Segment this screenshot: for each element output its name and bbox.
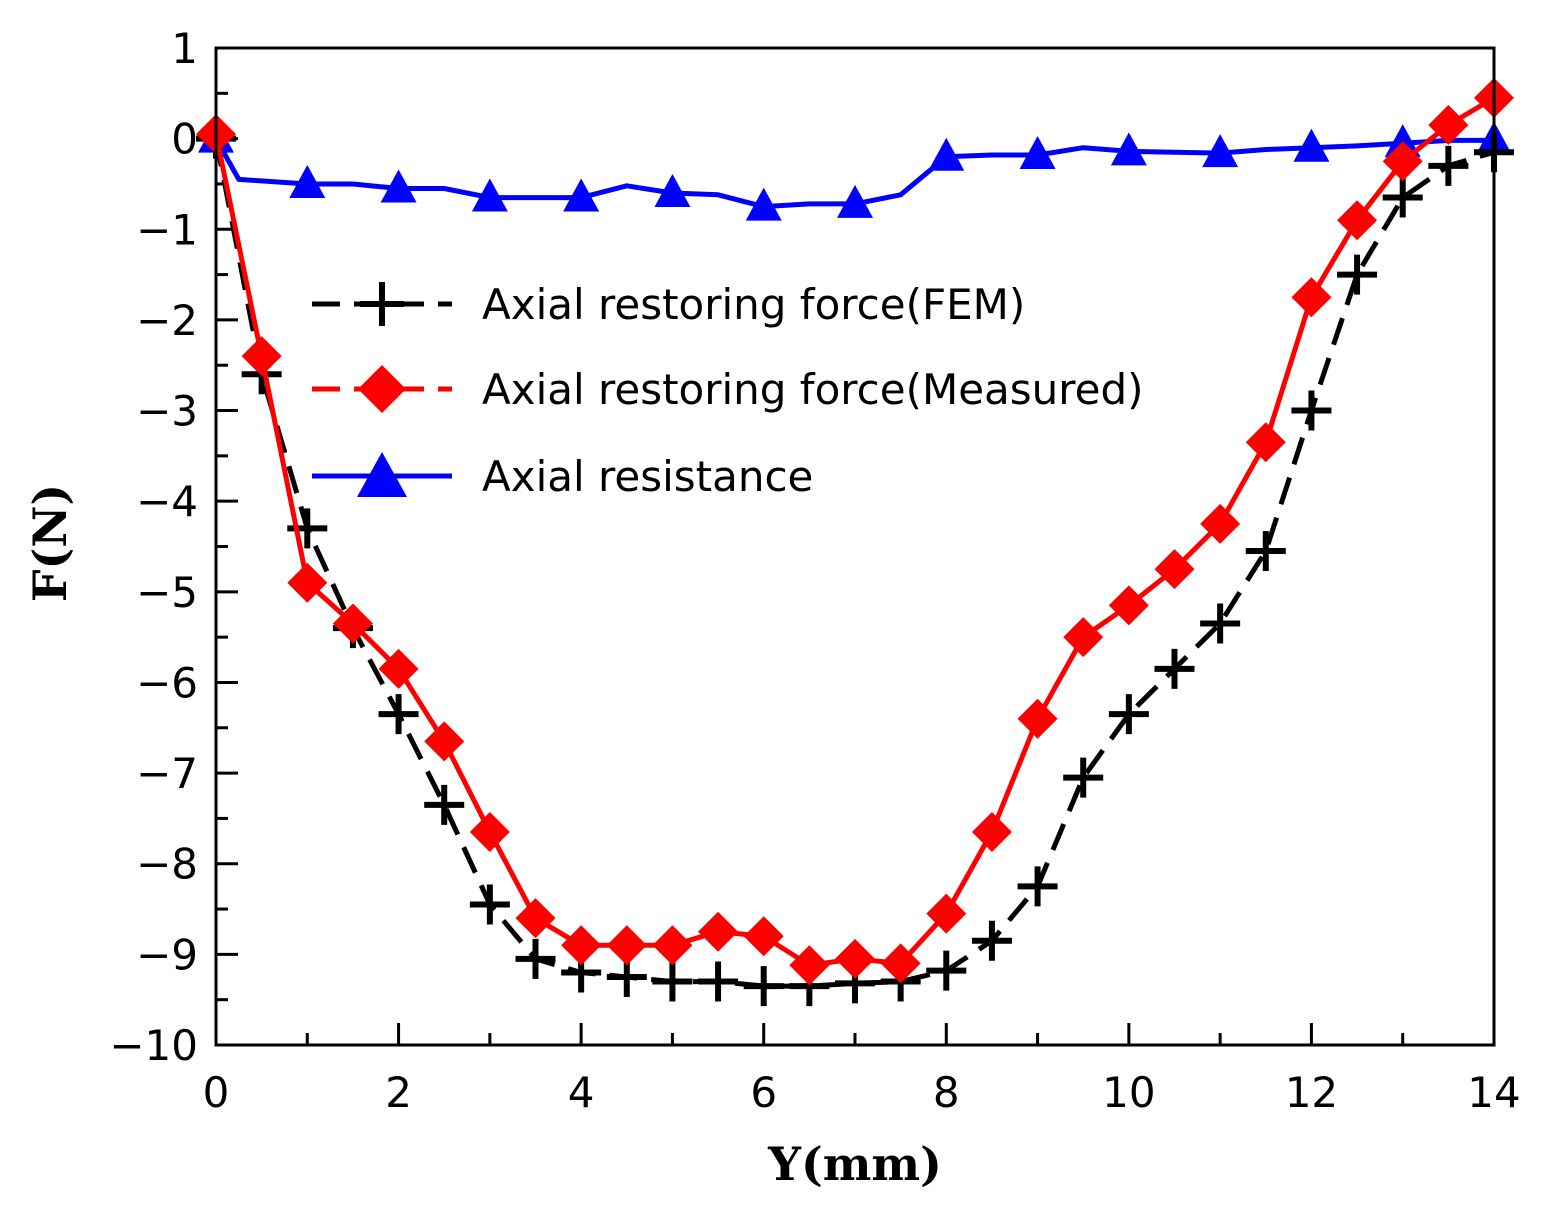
series-triangle xyxy=(198,120,1512,221)
data-point-diamond xyxy=(744,916,784,956)
data-point-plus xyxy=(516,939,556,979)
data-point-diamond xyxy=(835,939,875,979)
y-tick-label: 1 xyxy=(171,24,198,73)
y-tick-label: 0 xyxy=(171,115,198,164)
series-layer xyxy=(196,78,1514,1006)
x-tick-label: 6 xyxy=(750,1068,777,1117)
data-point-diamond xyxy=(561,925,601,965)
data-point-diamond xyxy=(698,912,738,952)
legend-entry-fem: Axial restoring force(FEM) xyxy=(312,280,1025,329)
legend-entry-resistance: Axial resistance xyxy=(312,452,813,501)
x-tick-label: 10 xyxy=(1102,1068,1155,1117)
legend: Axial restoring force(FEM) Axial restori… xyxy=(312,280,1144,501)
data-point-plus xyxy=(744,966,784,1006)
data-point-plus xyxy=(1428,146,1468,186)
data-point-plus xyxy=(1063,758,1103,798)
x-tick-label: 14 xyxy=(1467,1068,1520,1117)
data-point-plus xyxy=(1246,531,1286,571)
y-tick-label: −8 xyxy=(136,840,198,889)
legend-label-measured: Axial restoring force(Measured) xyxy=(482,365,1144,414)
data-point-diamond xyxy=(789,945,829,985)
legend-label-fem: Axial restoring force(FEM) xyxy=(482,280,1025,329)
data-point-diamond xyxy=(652,925,692,965)
y-tick-label: −2 xyxy=(136,296,198,345)
x-tick-label: 8 xyxy=(933,1068,960,1117)
data-point-diamond xyxy=(607,925,647,965)
data-point-plus xyxy=(379,694,419,734)
y-tick-label: −4 xyxy=(136,477,198,526)
x-axis-title: Y(mm) xyxy=(767,1137,942,1191)
data-point-diamond xyxy=(470,812,510,852)
data-point-diamond xyxy=(1291,277,1331,317)
data-point-diamond xyxy=(516,898,556,938)
data-point-diamond xyxy=(1063,617,1103,657)
legend-label-resistance: Axial resistance xyxy=(482,452,813,501)
x-tick-label: 0 xyxy=(203,1068,230,1117)
y-tick-label: −5 xyxy=(136,568,198,617)
data-point-plus xyxy=(972,921,1012,961)
chart-svg: 0 2 4 6 8 10 12 14 10−1−2−3−4−5−6−7−8−9−10 Y(mm… xyxy=(0,0,1543,1217)
legend-marker-plus xyxy=(360,282,404,326)
y-tick-label: −7 xyxy=(136,749,198,798)
y-tick-label: −9 xyxy=(136,930,198,979)
data-point-diamond xyxy=(424,721,464,761)
series-line xyxy=(216,98,1494,965)
y-tick-label: −10 xyxy=(109,1021,198,1070)
x-tick-label: 2 xyxy=(385,1068,412,1117)
data-point-diamond xyxy=(1246,422,1286,462)
data-point-diamond xyxy=(972,812,1012,852)
data-point-diamond xyxy=(1018,699,1058,739)
data-point-plus xyxy=(698,962,738,1002)
legend-marker-diamond xyxy=(358,365,406,413)
legend-entry-measured: Axial restoring force(Measured) xyxy=(312,365,1144,414)
data-point-plus xyxy=(1155,649,1195,689)
data-point-plus xyxy=(926,951,966,991)
y-axis-title: F(N) xyxy=(23,484,77,602)
y-tick-labels: 1 0 −1 −2 −3 −4 −5 −6 −7 −8 −9 −10 xyxy=(109,24,198,1070)
y-tick-label: −1 xyxy=(136,205,198,254)
y-tick-label: −6 xyxy=(136,658,198,707)
data-point-plus xyxy=(1337,255,1377,295)
x-tick-labels: 0 2 4 6 8 10 12 14 xyxy=(203,1068,1521,1117)
data-point-diamond xyxy=(242,336,282,376)
y-tick-label: −3 xyxy=(136,387,198,436)
x-tick-label: 4 xyxy=(568,1068,595,1117)
data-point-plus xyxy=(424,785,464,825)
series-plus xyxy=(196,119,1514,1006)
data-point-plus xyxy=(1291,391,1331,431)
data-point-plus xyxy=(652,962,692,1002)
data-point-plus xyxy=(470,885,510,925)
data-point-plus xyxy=(1383,178,1423,218)
x-tick-label: 12 xyxy=(1285,1068,1338,1117)
series-line xyxy=(216,139,1494,987)
